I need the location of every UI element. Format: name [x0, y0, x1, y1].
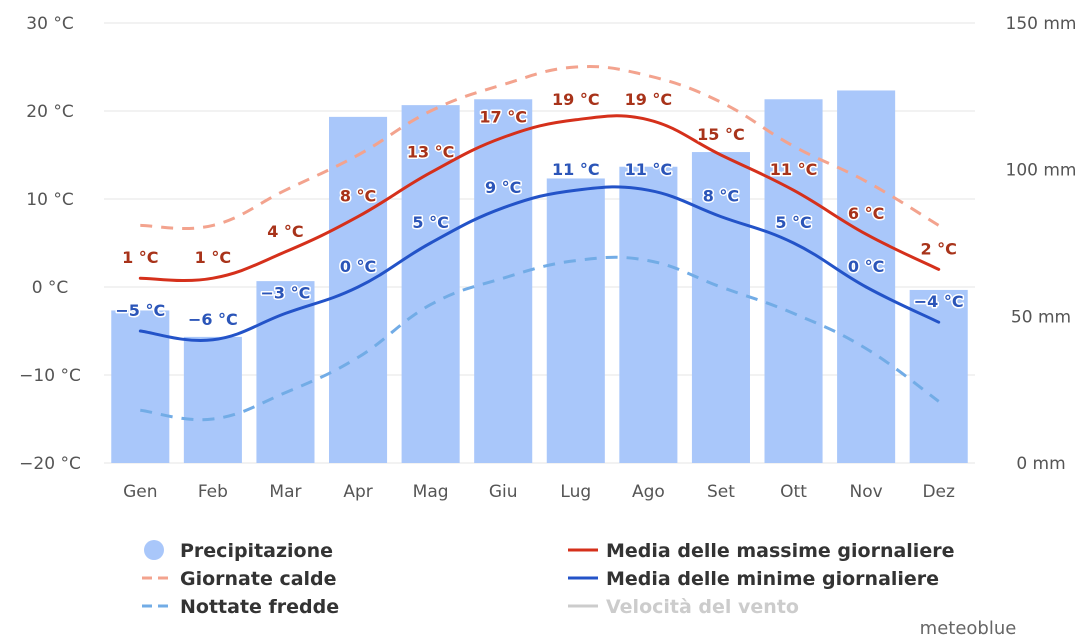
x-tick-label: Ago	[632, 482, 665, 502]
max-temp-label: 13 °C	[407, 143, 455, 162]
temperature-lines	[138, 65, 941, 422]
min-temp-label: −4 °C	[914, 292, 964, 311]
x-tick-label: Lug	[560, 482, 591, 502]
legend-item[interactable]: Nottate fredde	[142, 596, 339, 618]
data-labels: 1 °C 1 °C 4 °C 8 °C 13 °C 17 °C 19 °C 19 °C 15 °…	[114, 88, 965, 330]
legend-label: Media delle minime giornaliere	[606, 568, 939, 590]
cold-nights-line	[140, 255, 940, 422]
max-temp-label: 17 °C	[479, 107, 527, 126]
min-temp-label: 11 °C	[552, 160, 600, 179]
precipitation-bar	[474, 99, 533, 464]
x-tick-label: Mar	[269, 482, 301, 502]
x-tick-label: Set	[707, 482, 735, 502]
y-left-tick-label: 0 °C	[32, 278, 69, 298]
y-left-tick-label: 30 °C	[26, 14, 73, 34]
mean-min-line	[138, 185, 941, 342]
legend-label: Velocità del vento	[606, 596, 799, 618]
max-temp-label: 1 °C	[122, 248, 158, 267]
legend[interactable]: Precipitazione Media delle massime giorna…	[142, 540, 954, 618]
min-temp-label: 0 °C	[848, 257, 884, 276]
min-temp-label: 11 °C	[625, 160, 673, 179]
y-left-tick-label: −10 °C	[19, 366, 81, 386]
y-left-tick-label: 10 °C	[26, 190, 73, 210]
max-temp-label: 15 °C	[697, 125, 745, 144]
max-temp-label: 6 °C	[848, 204, 884, 223]
legend-item[interactable]: Media delle minime giornaliere	[568, 568, 939, 590]
min-temp-label: 0 °C	[340, 257, 376, 276]
min-temp-label: 5 °C	[412, 213, 448, 232]
min-temp-label: 8 °C	[703, 187, 739, 206]
max-temp-label: 11 °C	[770, 160, 818, 179]
precipitation-bar	[837, 90, 896, 463]
credit-text: meteoblue	[920, 618, 1017, 639]
legend-label: Media delle massime giornaliere	[606, 540, 954, 562]
x-tick-label: Mag	[413, 482, 449, 502]
legend-item[interactable]: Giornate calde	[142, 568, 337, 590]
gridlines	[104, 22, 975, 464]
min-temp-label: 5 °C	[775, 213, 811, 232]
max-temp-label: 2 °C	[920, 239, 956, 258]
precipitation-bar	[619, 166, 678, 463]
precipitation-bar	[329, 116, 388, 463]
min-temp-label: −3 °C	[261, 283, 311, 302]
x-tick-label: Feb	[198, 482, 228, 502]
legend-symbol-circle	[144, 540, 164, 560]
y-right-tick-label: 150 mm	[1006, 14, 1077, 34]
x-tick-label: Apr	[343, 482, 372, 502]
precipitation-bar	[764, 99, 823, 464]
max-temp-label: 19 °C	[625, 90, 673, 109]
precipitation-bar	[909, 289, 968, 463]
precipitation-bar	[691, 152, 750, 464]
max-temp-label: 4 °C	[267, 222, 303, 241]
x-tick-label: Gen	[123, 482, 157, 502]
legend-item[interactable]: Velocità del vento	[568, 596, 799, 618]
legend-label: Giornate calde	[180, 568, 337, 590]
x-tick-label: Giu	[489, 482, 518, 502]
min-temp-label: −6 °C	[188, 310, 238, 329]
min-temp-label: 9 °C	[485, 178, 521, 197]
precipitation-bar	[111, 310, 170, 463]
min-temp-label: −5 °C	[115, 301, 165, 320]
legend-item[interactable]: Media delle massime giornaliere	[568, 540, 954, 562]
x-tick-label: Dez	[922, 482, 955, 502]
y-left-tick-label: 20 °C	[26, 102, 73, 122]
max-temp-label: 19 °C	[552, 90, 600, 109]
precipitation-bars	[111, 90, 968, 464]
mean-max-line	[138, 114, 941, 283]
max-temp-label: 1 °C	[195, 248, 231, 267]
precipitation-bar	[401, 105, 460, 463]
x-tick-label: Nov	[850, 482, 883, 502]
axes: 30 °C 20 °C 10 °C 0 °C −10 °C −20 °C 150 mm 100…	[19, 14, 1076, 502]
legend-label: Nottate fredde	[180, 596, 339, 618]
y-left-tick-label: −20 °C	[19, 454, 81, 474]
x-tick-label: Ott	[780, 482, 807, 502]
y-right-tick-label: 100 mm	[1006, 161, 1077, 181]
hot-days-line	[140, 65, 940, 231]
legend-item[interactable]: Precipitazione	[144, 540, 333, 562]
max-temp-label: 8 °C	[340, 187, 376, 206]
precipitation-bar	[546, 178, 605, 463]
legend-label: Precipitazione	[180, 540, 333, 562]
precipitation-bar	[183, 336, 242, 463]
y-right-tick-label: 50 mm	[1011, 307, 1071, 327]
precipitation-bar	[256, 281, 315, 463]
y-right-tick-label: 0 mm	[1016, 454, 1065, 474]
